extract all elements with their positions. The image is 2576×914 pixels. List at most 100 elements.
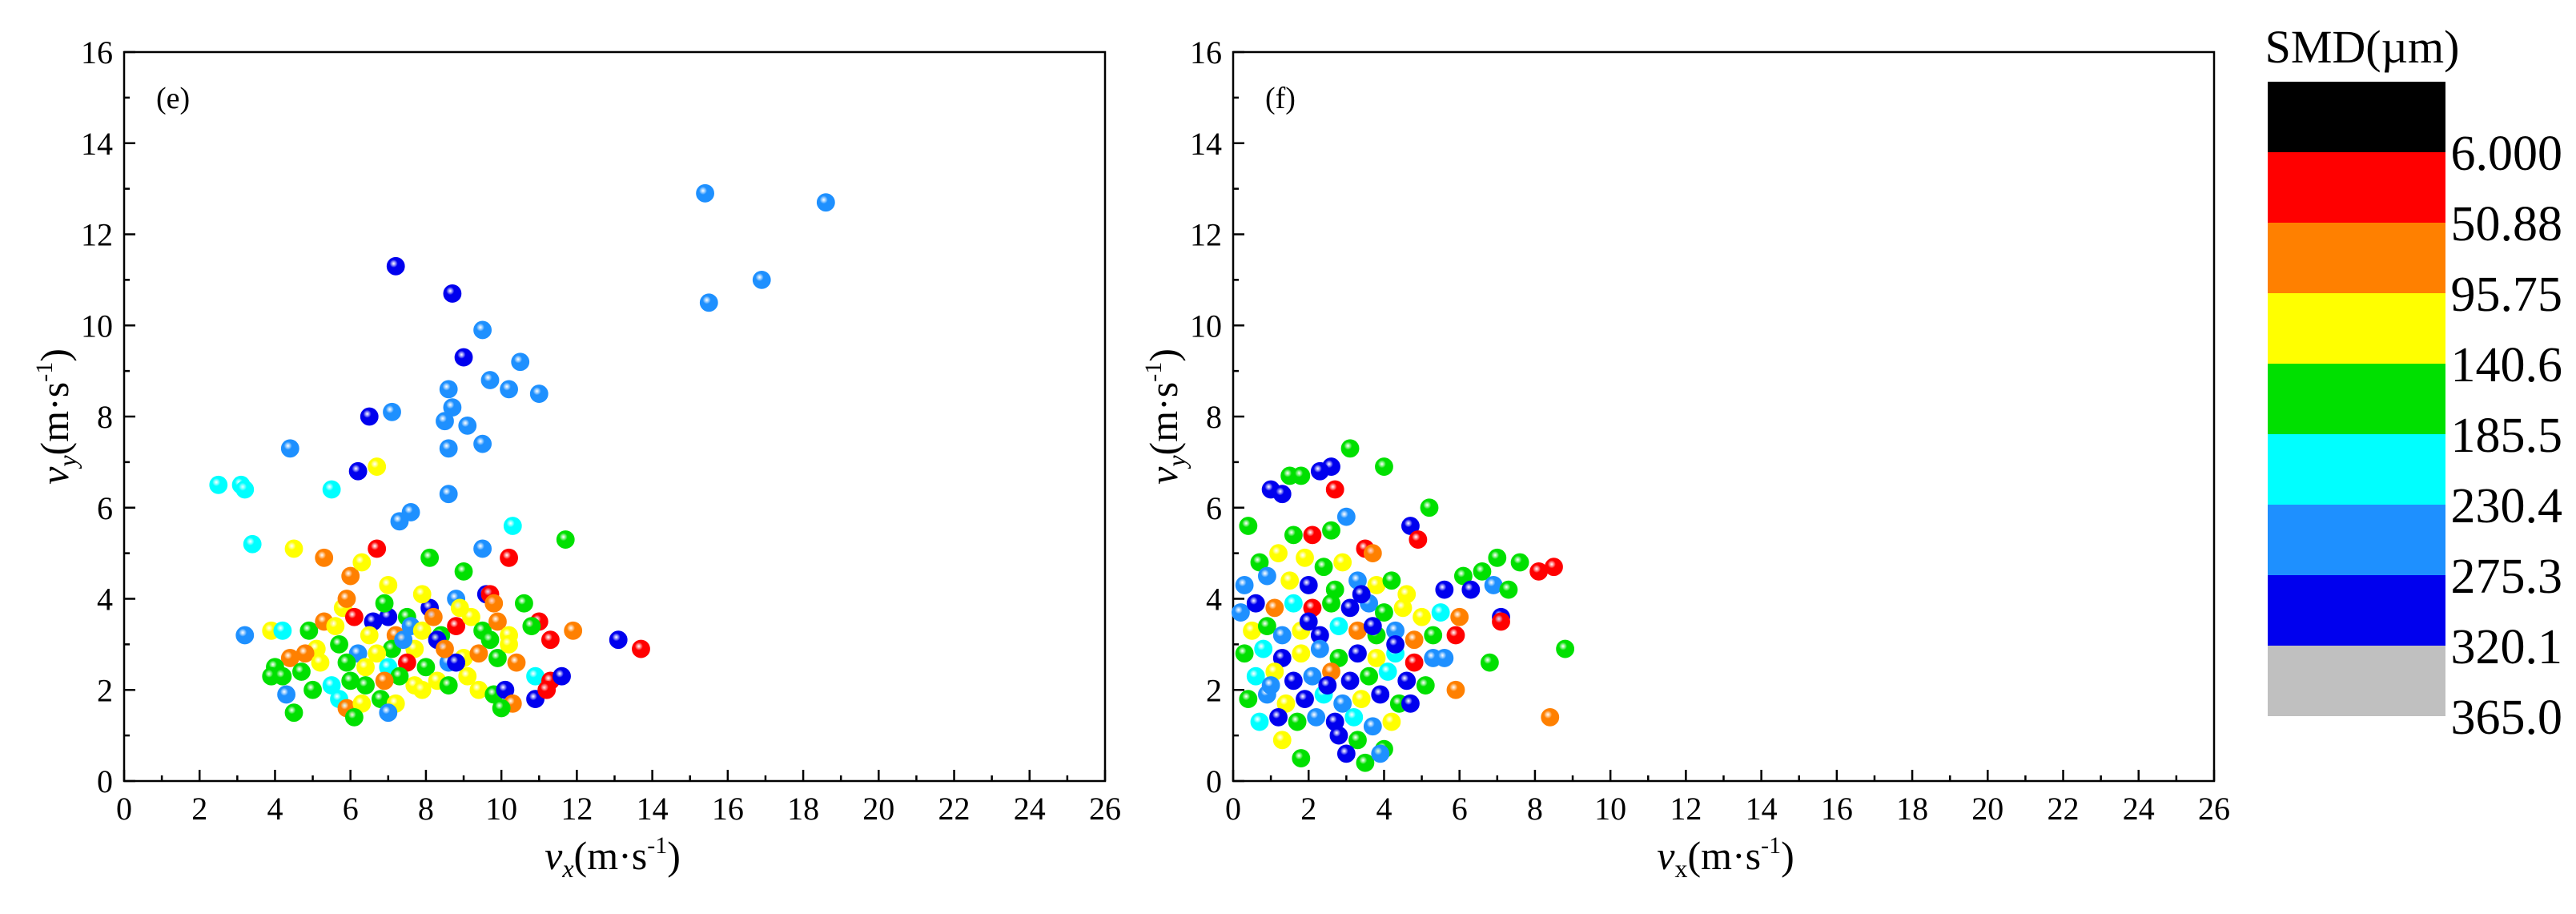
data-point xyxy=(1336,507,1356,526)
data-point xyxy=(503,517,522,535)
x-tick-label: 20 xyxy=(1971,791,2003,827)
x-tick-label: 24 xyxy=(1014,791,1046,827)
data-point xyxy=(492,699,511,718)
data-point xyxy=(424,607,443,626)
data-point xyxy=(1314,558,1333,577)
y-tick-label: 10 xyxy=(81,308,113,344)
data-point xyxy=(1340,598,1360,618)
data-point xyxy=(1235,644,1254,663)
data-point xyxy=(515,594,533,613)
data-point xyxy=(439,380,458,399)
panel-label: (f) xyxy=(1265,82,1296,115)
x-tick-label: 4 xyxy=(1376,791,1392,827)
data-point xyxy=(1360,666,1379,686)
x-tick-label: 8 xyxy=(418,791,434,827)
data-point xyxy=(537,680,557,699)
x-tick-label: 8 xyxy=(1527,791,1543,827)
data-point xyxy=(696,183,714,203)
data-point xyxy=(609,630,628,650)
colorbar-label: 185.5 xyxy=(2451,409,2563,463)
x-tick-label: 22 xyxy=(938,791,971,827)
data-point xyxy=(1386,634,1405,654)
data-point xyxy=(1545,558,1563,577)
data-point xyxy=(1265,598,1284,618)
data-point xyxy=(1303,666,1322,686)
data-point xyxy=(1499,580,1518,599)
x-tick-label: 16 xyxy=(1821,791,1853,827)
data-point xyxy=(356,658,375,677)
data-point xyxy=(1258,617,1276,636)
data-point xyxy=(341,671,360,691)
data-point xyxy=(500,548,518,567)
y-tick-label: 2 xyxy=(97,672,113,708)
y-tick-label: 4 xyxy=(1206,582,1222,618)
data-point xyxy=(1303,525,1322,545)
data-point xyxy=(541,630,560,650)
y-axis-title: vy(m·s-1) xyxy=(1140,348,1191,485)
x-tick-label: 26 xyxy=(1089,791,1121,827)
colorbar-label: 50.88 xyxy=(2451,197,2563,252)
data-point xyxy=(1431,603,1450,622)
colorbar-swatch xyxy=(2268,82,2445,152)
data-point xyxy=(1375,457,1393,476)
data-point xyxy=(473,320,492,340)
data-point xyxy=(1356,753,1375,772)
colorbar-swatch xyxy=(2268,575,2445,646)
y-tick-label: 6 xyxy=(97,490,113,526)
data-point xyxy=(1246,666,1265,686)
y-tick-label: 0 xyxy=(97,763,113,799)
data-point xyxy=(390,512,409,531)
data-point xyxy=(386,256,405,276)
colorbar-swatch xyxy=(2268,293,2445,364)
x-tick-label: 10 xyxy=(1594,791,1626,827)
data-point xyxy=(1329,726,1348,745)
data-point xyxy=(1405,630,1424,650)
x-tick-label: 14 xyxy=(1746,791,1778,827)
x-tick-label: 16 xyxy=(712,791,744,827)
data-point xyxy=(1393,598,1413,618)
data-point xyxy=(1333,553,1352,572)
data-point xyxy=(458,666,477,686)
data-point xyxy=(330,634,348,654)
data-point xyxy=(1258,566,1276,586)
data-point xyxy=(337,590,356,608)
colorbar-label: 95.75 xyxy=(2451,268,2563,322)
data-point xyxy=(420,548,440,567)
data-point xyxy=(1492,612,1510,631)
data-point xyxy=(1292,466,1311,485)
y-tick-label: 6 xyxy=(1206,490,1222,526)
data-point xyxy=(1446,680,1465,699)
x-tick-label: 26 xyxy=(2198,791,2230,827)
y-axis-title: vy(m·s-1) xyxy=(31,348,82,485)
data-point xyxy=(360,626,379,645)
data-point xyxy=(1296,690,1314,709)
data-point xyxy=(1310,461,1329,481)
x-tick-label: 12 xyxy=(561,791,593,827)
data-point xyxy=(1299,612,1318,631)
data-point xyxy=(1307,707,1326,727)
y-tick-label: 14 xyxy=(81,126,113,162)
y-tick-label: 14 xyxy=(1190,126,1222,162)
data-point xyxy=(522,617,541,636)
data-point xyxy=(1269,544,1288,563)
x-tick-label: 0 xyxy=(116,791,132,827)
x-tick-label: 12 xyxy=(1670,791,1702,827)
data-point xyxy=(1371,744,1390,763)
data-point xyxy=(345,707,364,727)
data-point xyxy=(1261,676,1280,695)
data-point xyxy=(273,666,292,686)
data-point xyxy=(1352,585,1371,604)
data-point xyxy=(1296,548,1314,567)
data-point xyxy=(1416,676,1435,695)
colorbar-label: 365.0 xyxy=(2451,691,2563,745)
x-tick-label: 24 xyxy=(2123,791,2155,827)
data-point xyxy=(469,644,488,663)
y-tick-label: 2 xyxy=(1206,672,1222,708)
y-tick-label: 10 xyxy=(1190,308,1222,344)
data-point xyxy=(1318,676,1337,695)
x-tick-label: 20 xyxy=(862,791,894,827)
data-point xyxy=(436,412,454,431)
data-point xyxy=(447,617,466,636)
data-point xyxy=(379,576,398,594)
